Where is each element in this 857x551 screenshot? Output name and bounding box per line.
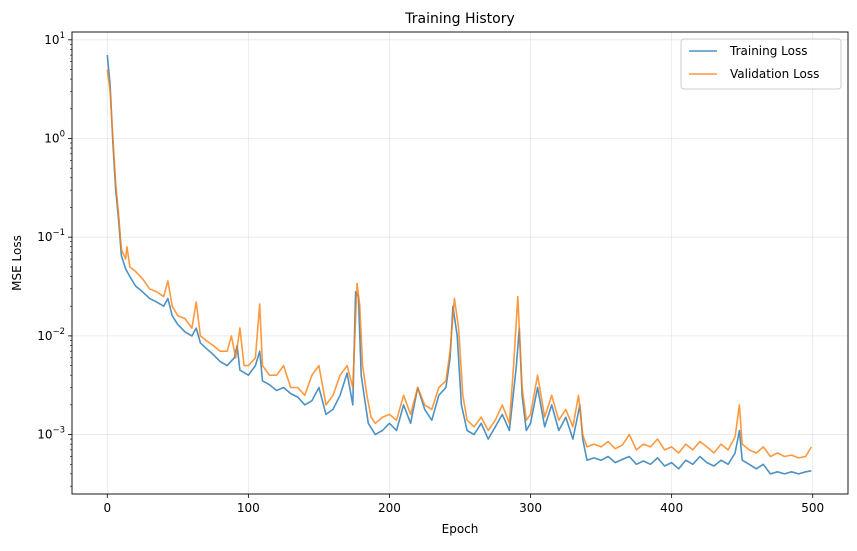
legend-label-validation-loss: Validation Loss bbox=[730, 67, 819, 81]
series-line-validation-loss bbox=[106, 69, 812, 459]
y-axis: 10−3 10−2 10−1 100 101 bbox=[37, 31, 72, 487]
legend-label-training-loss: Training Loss bbox=[729, 44, 807, 58]
y-axis-label: MSE Loss bbox=[10, 235, 24, 291]
x-tick-label: 200 bbox=[378, 501, 401, 515]
y-tick-label: 10−3 bbox=[37, 426, 65, 442]
x-tick-label: 500 bbox=[801, 501, 824, 515]
series-line-training-loss bbox=[106, 55, 812, 475]
x-tick-label: 0 bbox=[103, 501, 111, 515]
y-tick-label: 10−1 bbox=[37, 228, 65, 244]
chart-title: Training History bbox=[404, 11, 515, 27]
plot-area bbox=[106, 55, 812, 475]
x-tick-label: 400 bbox=[660, 501, 683, 515]
x-tick-label: 300 bbox=[519, 501, 542, 515]
x-axis-label: Epoch bbox=[442, 522, 479, 536]
legend: Training Loss Validation Loss bbox=[680, 38, 842, 90]
y-tick-label: 101 bbox=[44, 31, 65, 47]
y-tick-label: 10−2 bbox=[37, 327, 65, 343]
plot-frame bbox=[71, 31, 849, 495]
y-minor-ticks bbox=[70, 44, 72, 487]
x-tick-label: 100 bbox=[237, 501, 260, 515]
legend-box bbox=[680, 38, 842, 90]
x-axis: 0 100 200 300 400 500 bbox=[103, 494, 824, 515]
y-tick-label: 100 bbox=[44, 130, 65, 146]
